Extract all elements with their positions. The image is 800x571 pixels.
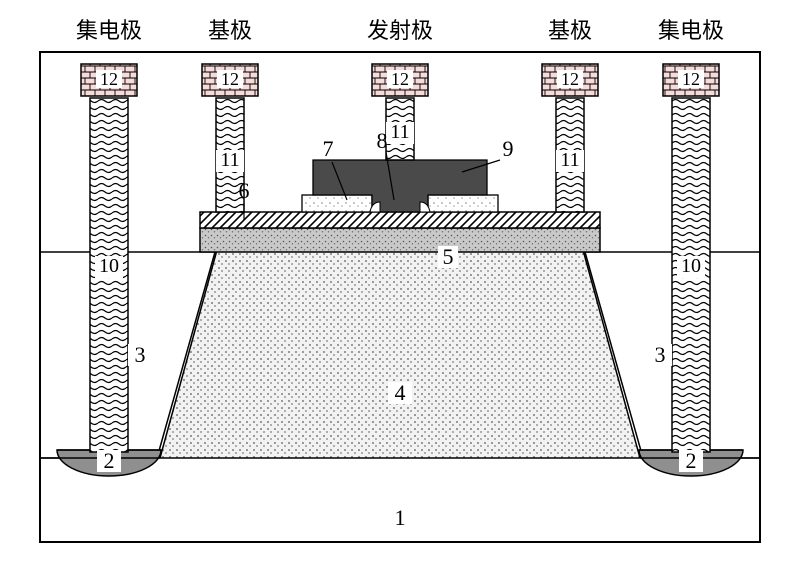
region-number: 12 bbox=[221, 69, 239, 89]
region-base-layer bbox=[200, 228, 600, 252]
electrode-label: 发射极 bbox=[367, 18, 433, 43]
region-layer6 bbox=[200, 212, 600, 228]
region-number: 5 bbox=[443, 244, 454, 269]
electrode-label: 基极 bbox=[548, 18, 592, 43]
region-number: 1 bbox=[395, 505, 406, 530]
region-number: 3 bbox=[135, 342, 146, 367]
region-number: 8 bbox=[377, 128, 388, 153]
region-number: 12 bbox=[100, 69, 118, 89]
region-number: 6 bbox=[239, 178, 250, 203]
region-number: 12 bbox=[391, 69, 409, 89]
region-number: 3 bbox=[655, 342, 666, 367]
region-number: 11 bbox=[560, 149, 579, 171]
region-number: 9 bbox=[503, 136, 514, 161]
region-number: 11 bbox=[220, 149, 239, 171]
region-number: 4 bbox=[395, 380, 406, 405]
region-number: 2 bbox=[104, 448, 115, 473]
transistor-cross-section: 1011111110 1212121212 集电极基极发射极基极集电极 1223… bbox=[0, 0, 800, 571]
region-number: 10 bbox=[681, 255, 701, 277]
region-number: 7 bbox=[323, 136, 334, 161]
region-number: 2 bbox=[686, 448, 697, 473]
region-number: 12 bbox=[682, 69, 700, 89]
region-layer7-left bbox=[302, 195, 372, 212]
electrode-label: 基极 bbox=[208, 18, 252, 43]
region-number: 10 bbox=[99, 255, 119, 277]
region-collector bbox=[160, 250, 640, 458]
electrode-label: 集电极 bbox=[658, 18, 724, 43]
region-number: 11 bbox=[390, 121, 409, 143]
region-layer7-right bbox=[428, 195, 498, 212]
region-number: 12 bbox=[561, 69, 579, 89]
electrode-label: 集电极 bbox=[76, 18, 142, 43]
